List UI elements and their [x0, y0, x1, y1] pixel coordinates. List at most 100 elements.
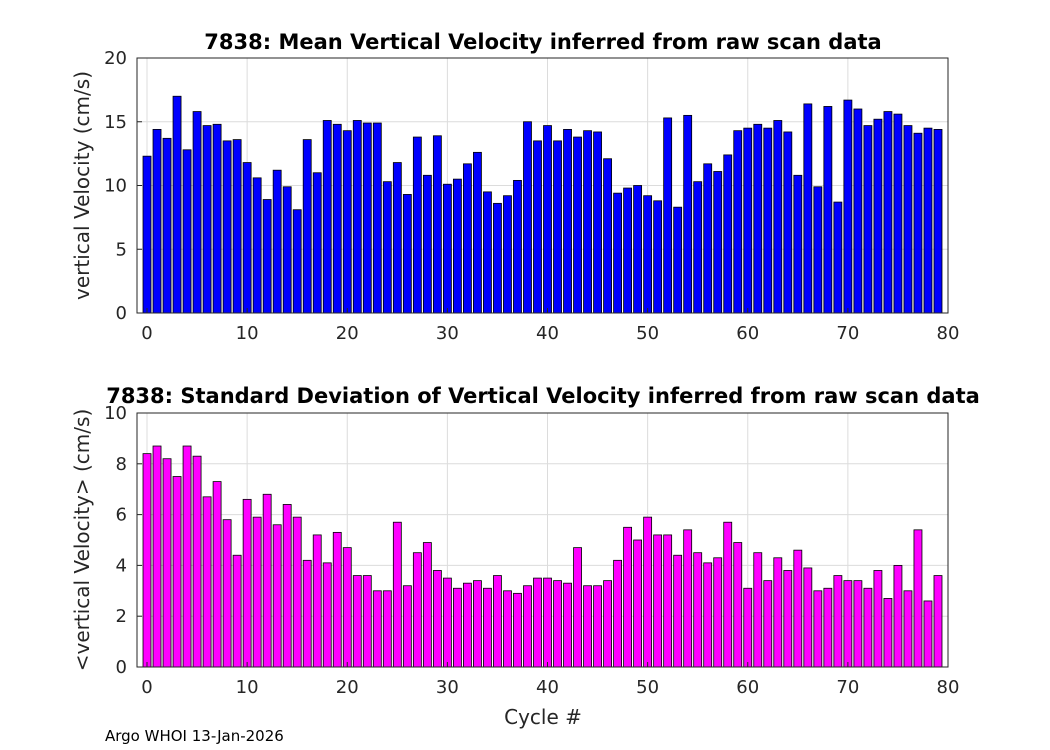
mean-bar-cycle-28 [422, 174, 432, 314]
std-bar-cycle-19 [332, 531, 342, 668]
mean-ytick-label: 0 [116, 303, 127, 324]
std-bar-cycle-25 [392, 521, 402, 668]
mean-bar-cycle-2 [162, 137, 172, 314]
std-bar-cycle-47 [613, 559, 622, 668]
mean-velocity-title: 7838: Mean Vertical Velocity inferred fr… [204, 30, 881, 54]
mean-bar-cycle-27 [412, 136, 422, 314]
mean-bar-cycle-60 [743, 127, 753, 314]
mean-bar-cycle-19 [332, 123, 342, 314]
std-bar-cycle-76 [903, 590, 913, 668]
mean-xtick-label: 80 [937, 323, 960, 344]
std-bar-cycle-48 [623, 526, 633, 668]
mean-xtick-label: 50 [636, 323, 659, 344]
mean-bar-cycle-17 [312, 172, 322, 314]
mean-bar-cycle-23 [372, 122, 382, 314]
mean-bar-cycle-36 [503, 195, 512, 314]
mean-bar-cycle-79 [933, 128, 943, 314]
std-bar-cycle-52 [663, 534, 673, 668]
std-bar-cycle-22 [362, 575, 372, 668]
std-bar-cycle-45 [593, 585, 602, 668]
std-ytick-label: 6 [116, 505, 127, 526]
mean-bar-cycle-34 [483, 191, 492, 314]
mean-bar-cycle-55 [693, 181, 703, 314]
std-bar-cycle-53 [673, 554, 683, 668]
std-xtick-label: 20 [336, 677, 359, 698]
mean-bar-cycle-54 [683, 114, 693, 314]
mean-bar-cycle-63 [773, 120, 783, 314]
mean-bar-cycle-31 [452, 178, 462, 314]
std-ytick-label: 2 [116, 606, 127, 627]
mean-bar-cycle-21 [352, 120, 362, 314]
mean-bar-cycle-29 [432, 135, 442, 314]
std-bar-cycle-44 [583, 585, 592, 668]
std-bar-cycle-29 [432, 570, 442, 668]
mean-bar-cycle-47 [613, 192, 622, 314]
mean-bar-cycle-40 [543, 125, 552, 314]
std-ytick-label: 10 [104, 403, 127, 424]
mean-bar-cycle-8 [222, 140, 232, 314]
std-bar-cycle-66 [803, 567, 813, 668]
mean-bar-cycle-78 [923, 127, 933, 314]
mean-bar-cycle-52 [663, 117, 673, 314]
std-bar-cycle-38 [523, 585, 532, 668]
mean-bar-cycle-0 [142, 155, 152, 314]
mean-bar-cycle-75 [893, 113, 903, 314]
mean-bar-cycle-1 [152, 128, 162, 314]
mean-bar-cycle-13 [272, 169, 282, 314]
std-bar-cycle-2 [162, 458, 172, 668]
std-bar-cycle-41 [553, 580, 562, 668]
mean-bar-cycle-25 [392, 162, 402, 314]
mean-bar-cycle-66 [803, 103, 813, 314]
mean-bar-cycle-50 [643, 195, 653, 314]
mean-bar-cycle-11 [252, 177, 262, 314]
std-bar-cycle-7 [212, 481, 222, 668]
std-bar-cycle-71 [853, 580, 863, 668]
std-velocity-title: 7838: Standard Deviation of Vertical Vel… [106, 384, 980, 408]
mean-bar-cycle-30 [442, 183, 452, 314]
std-bar-cycle-60 [743, 587, 753, 668]
mean-bar-cycle-12 [262, 199, 272, 314]
std-bar-cycle-43 [573, 547, 582, 668]
std-xtick-label: 40 [536, 677, 559, 698]
std-bar-cycle-62 [763, 580, 773, 668]
mean-bar-cycle-68 [823, 106, 833, 314]
std-bar-cycle-13 [272, 524, 282, 668]
mean-velocity-ylabel: vertical Velocity (cm/s) [70, 71, 94, 300]
mean-bar-cycle-33 [473, 151, 482, 314]
mean-bar-cycle-73 [873, 118, 883, 314]
mean-bar-cycle-67 [813, 186, 823, 314]
mean-xtick-label: 10 [236, 323, 259, 344]
mean-bar-cycle-20 [342, 130, 352, 314]
std-bar-cycle-10 [242, 498, 252, 668]
std-bar-cycle-4 [182, 445, 192, 668]
std-bar-cycle-24 [382, 590, 392, 668]
mean-bar-cycle-77 [913, 132, 923, 314]
mean-bar-cycle-4 [182, 149, 192, 314]
mean-velocity-chart: 0 10 20 30 40 50 60 70 80 0 5 10 15 20 7838: Mean Ver… [70, 30, 959, 344]
std-velocity-plot-area [136, 412, 949, 668]
mean-bar-cycle-72 [863, 125, 873, 314]
mean-bar-cycle-26 [402, 194, 412, 314]
mean-ytick-label: 15 [104, 112, 127, 133]
mean-bar-cycle-76 [903, 125, 913, 314]
std-bar-cycle-32 [463, 582, 472, 668]
std-bar-cycle-30 [442, 577, 452, 668]
std-bar-cycle-9 [232, 554, 242, 668]
mean-bar-cycle-43 [573, 136, 582, 314]
mean-bar-cycle-69 [833, 201, 843, 314]
mean-bar-cycle-45 [593, 131, 602, 314]
mean-bar-cycle-38 [523, 121, 532, 314]
std-velocity-ylabel: <vertical Velocity> (cm/s) [70, 409, 94, 672]
mean-bar-cycle-7 [212, 123, 222, 314]
std-xtick-label: 70 [836, 677, 859, 698]
std-bar-cycle-50 [643, 516, 653, 668]
std-bar-cycle-74 [883, 598, 893, 668]
mean-bar-cycle-49 [633, 185, 643, 314]
mean-bar-cycle-3 [172, 95, 182, 314]
mean-bar-cycle-37 [513, 179, 522, 314]
mean-bar-cycle-44 [583, 130, 592, 314]
mean-bar-cycle-53 [673, 206, 683, 314]
mean-bar-cycle-24 [382, 181, 392, 314]
mean-bar-cycle-59 [733, 130, 743, 314]
std-bar-cycle-61 [753, 552, 763, 668]
